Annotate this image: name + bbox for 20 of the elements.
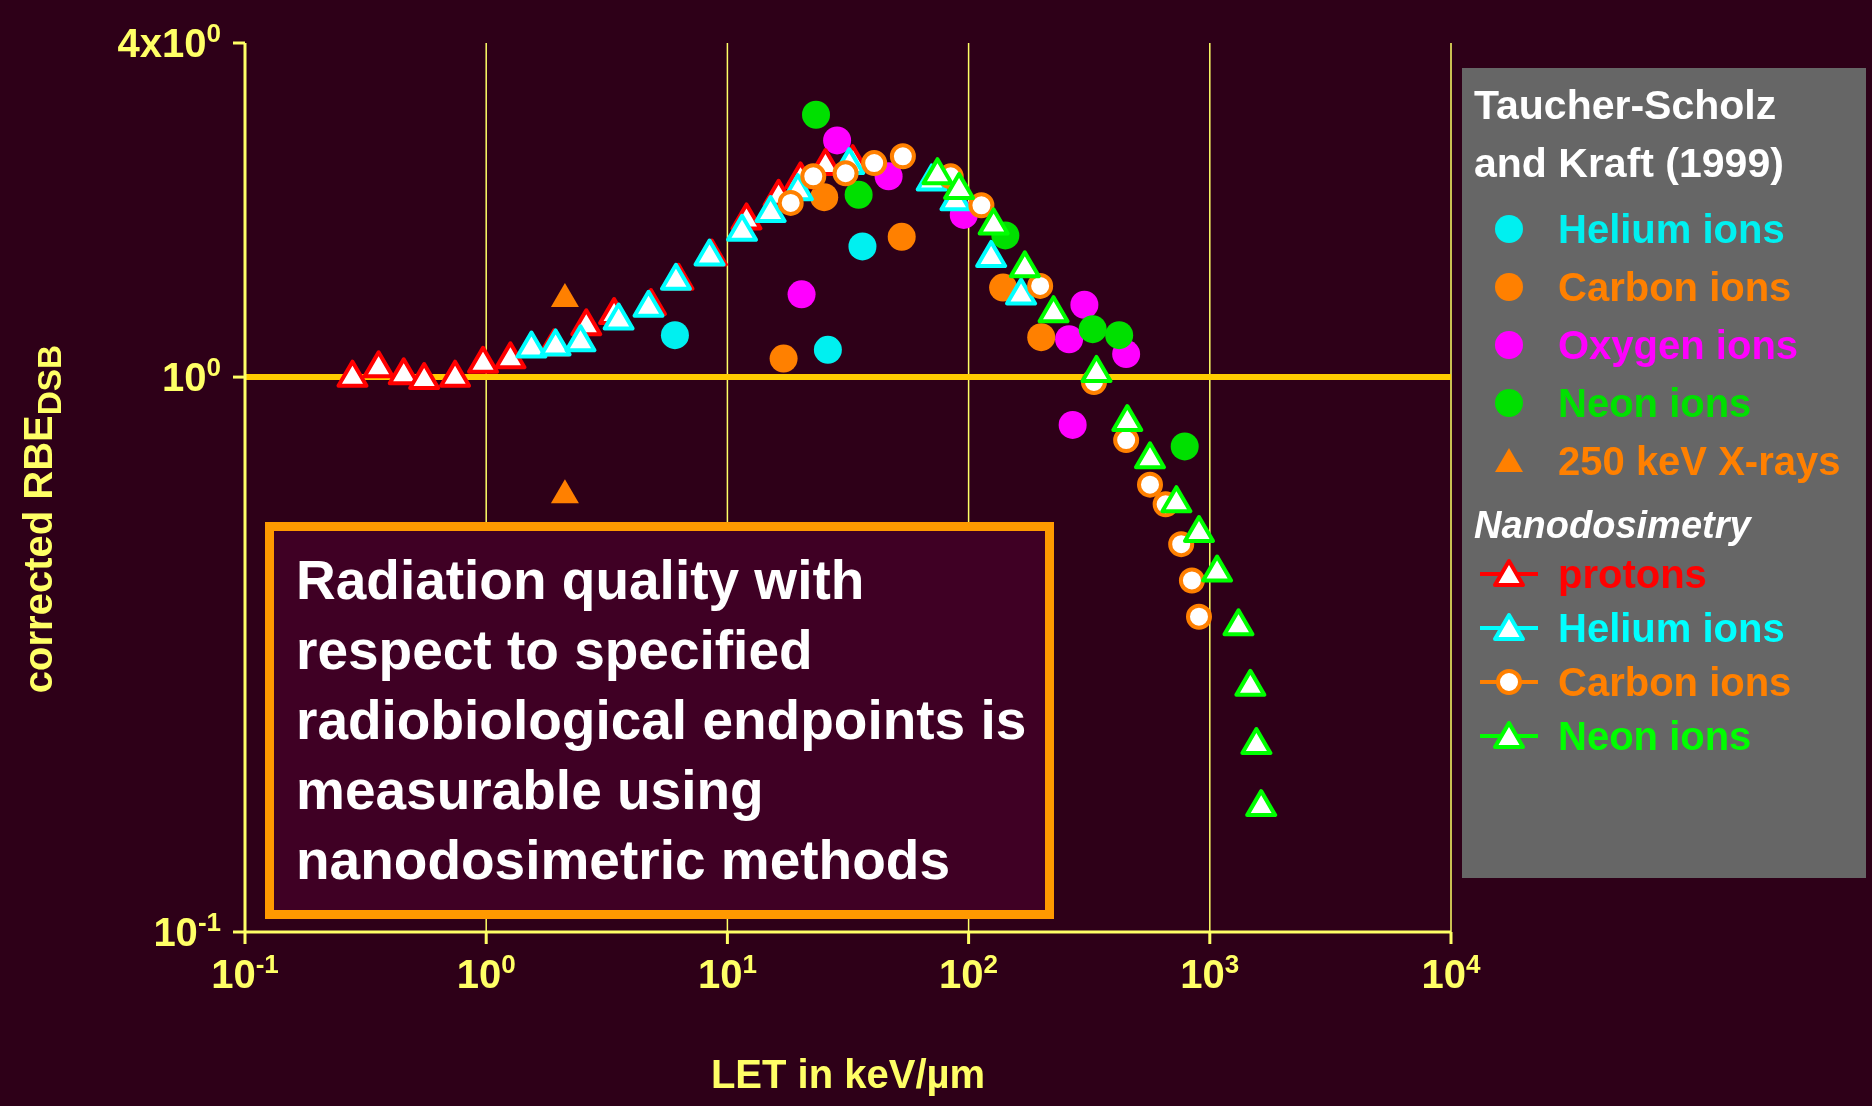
- legend-label: Oxygen ions: [1558, 323, 1799, 367]
- y-tick-label: 10$^{0}$: [162, 352, 221, 400]
- legend-label: Neon ions: [1558, 381, 1752, 425]
- x-tick-label: 10$^{3}$: [1180, 949, 1240, 996]
- y-tick-label: 4x10$^{0}$: [117, 18, 221, 65]
- legend-label: Helium ions: [1558, 606, 1785, 650]
- legend-label: Carbon ions: [1558, 265, 1792, 309]
- x-tick-label: 10$^{2}$: [939, 949, 999, 996]
- x-tick-label: 10$^{0}$: [456, 949, 516, 996]
- legend-label: 250 keV X-rays: [1558, 439, 1841, 483]
- legend-label: Neon ions: [1558, 714, 1752, 758]
- text: Nanodosimetry: [1474, 504, 1753, 547]
- legend-label: Carbon ions: [1558, 660, 1792, 704]
- x-tick-label: 10$^{4}$: [1421, 949, 1482, 996]
- legend-title: Taucher-Scholz and Kraft (1999): [1474, 81, 1785, 188]
- legend-label: Helium ions: [1558, 207, 1785, 251]
- x-tick-label: 10$^{1}$: [697, 949, 757, 996]
- x-axis-title: LET in keV/µm: [709, 1052, 987, 1097]
- legend-label: protons: [1558, 552, 1707, 596]
- annotation: Radiation quality with respect to specified radiobiological endpoints is measurable using nanodosimetric methods: [265, 522, 1054, 919]
